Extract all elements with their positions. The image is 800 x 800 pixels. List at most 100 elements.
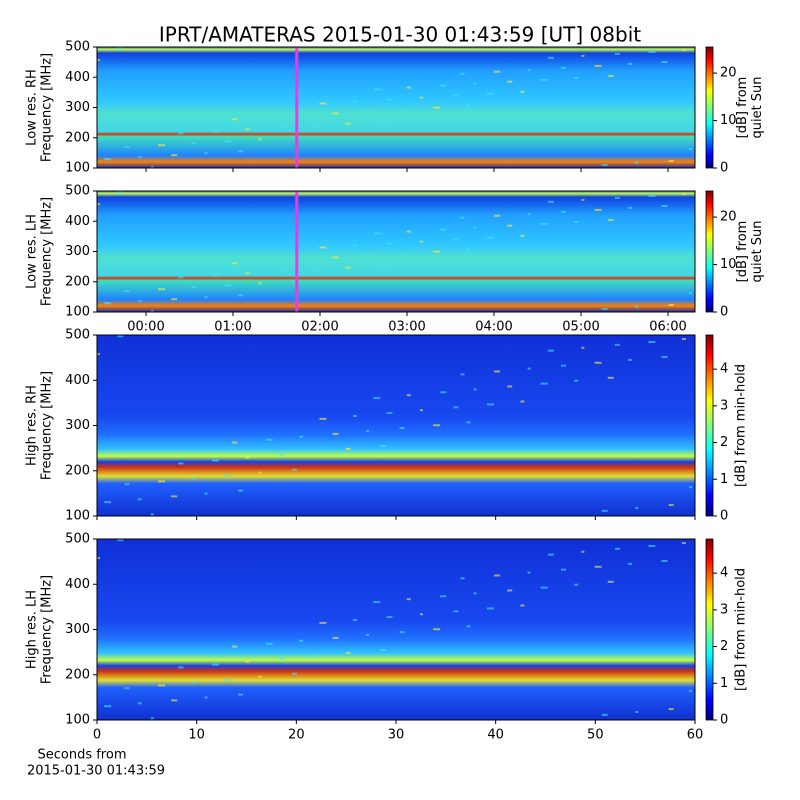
texture <box>204 296 208 299</box>
texture <box>486 607 494 610</box>
texture <box>178 666 184 669</box>
y-tick-label: 100 <box>65 713 90 728</box>
texture <box>648 340 656 343</box>
texture <box>291 136 297 139</box>
texture <box>635 506 639 509</box>
texture <box>628 358 633 361</box>
texture <box>607 580 614 583</box>
texture <box>540 382 548 385</box>
texture <box>291 280 297 283</box>
texture <box>466 625 471 628</box>
texture <box>117 539 124 542</box>
x-tick-label: 40 <box>487 728 504 743</box>
texture <box>204 152 208 155</box>
texture <box>628 562 633 565</box>
texture <box>124 290 130 293</box>
texture <box>366 430 370 433</box>
texture <box>614 343 620 346</box>
texture <box>473 226 477 229</box>
texture <box>406 598 411 601</box>
texture <box>352 415 357 418</box>
colorbar-label: [dB] from <box>735 77 750 139</box>
texture <box>607 74 614 77</box>
texture <box>494 370 501 373</box>
texture <box>224 474 231 477</box>
texture <box>440 595 447 598</box>
texture <box>520 90 525 93</box>
texture <box>224 678 231 681</box>
texture <box>373 397 381 400</box>
texture <box>466 248 471 251</box>
spectrogram <box>97 539 695 720</box>
texture <box>460 72 465 75</box>
texture <box>386 242 393 245</box>
texture <box>466 104 471 107</box>
texture <box>352 244 357 247</box>
texture <box>635 305 639 308</box>
texture <box>332 112 339 115</box>
texture <box>379 264 387 267</box>
colorbar-label: quiet Sun <box>750 76 765 138</box>
colorbar <box>705 46 714 169</box>
texture <box>178 462 184 465</box>
texture <box>547 56 554 59</box>
colorbar-tick-label: 10 <box>720 113 737 128</box>
texture <box>278 657 285 660</box>
texture <box>238 150 244 153</box>
texture <box>614 196 620 199</box>
texture <box>299 258 304 261</box>
texture <box>124 483 130 486</box>
x-tick-label: 06:00 <box>649 320 686 335</box>
y-tick-label: 400 <box>65 577 90 592</box>
texture <box>440 84 447 87</box>
texture <box>191 142 196 145</box>
texture <box>594 208 602 211</box>
texture <box>594 361 602 364</box>
texture <box>668 504 674 507</box>
texture <box>171 699 178 702</box>
texture <box>547 200 554 203</box>
texture <box>681 49 686 52</box>
texture <box>628 62 633 65</box>
texture <box>137 702 142 705</box>
texture <box>366 254 370 257</box>
texture <box>373 88 381 91</box>
texture <box>97 353 100 356</box>
texture <box>648 544 656 547</box>
y-tick-label: 400 <box>65 70 90 85</box>
texture <box>561 364 567 367</box>
y-axis-label: Low res. RH <box>25 69 40 146</box>
texture <box>399 427 405 430</box>
texture <box>191 286 196 289</box>
texture <box>124 687 130 690</box>
texture <box>245 128 250 131</box>
texture <box>681 542 686 545</box>
texture <box>345 651 351 654</box>
texture <box>345 447 351 450</box>
texture <box>265 438 273 441</box>
texture <box>117 335 124 338</box>
colorbar-label: [dB] from min-hold <box>734 364 749 487</box>
texture <box>494 214 501 217</box>
texture <box>419 240 423 243</box>
texture <box>399 631 405 634</box>
texture <box>117 47 124 50</box>
spectrogram <box>97 191 695 312</box>
texture <box>245 660 250 663</box>
texture <box>104 705 112 708</box>
texture <box>561 568 567 571</box>
texture <box>150 513 154 516</box>
y-tick-label: 500 <box>65 532 90 547</box>
colorbar <box>705 190 714 313</box>
texture <box>157 480 165 483</box>
y-tick-label: 200 <box>65 463 90 478</box>
x-tick-label: 10 <box>188 728 205 743</box>
texture <box>581 54 585 57</box>
texture <box>460 577 465 580</box>
texture <box>332 432 339 435</box>
texture <box>594 565 602 568</box>
texture <box>238 489 244 492</box>
texture <box>594 64 602 67</box>
texture <box>157 144 165 147</box>
